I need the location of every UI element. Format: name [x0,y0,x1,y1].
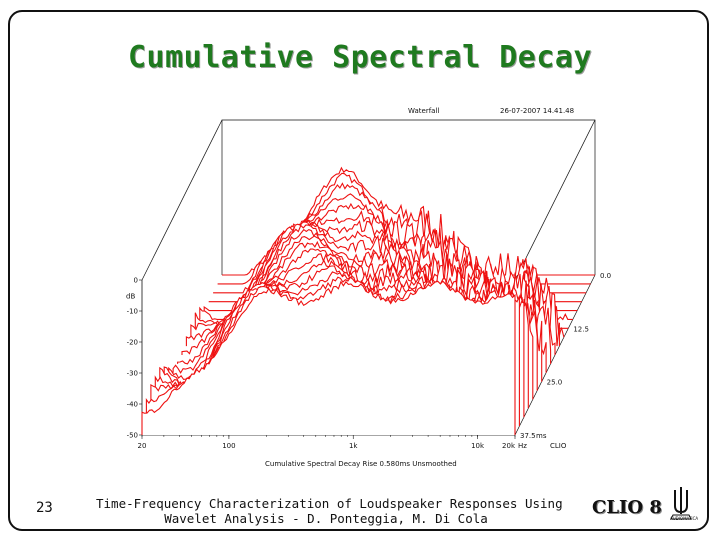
chart-labels: 0 -10 -20 -30 -40 -50 dB 20 100 1k 10k 20k Hz 0.0 12.5… [126,107,611,468]
decay-slice-fill [142,281,515,435]
page-number: 23 [36,500,53,516]
time-tick-label: 37.5 [520,432,536,440]
frequency-axis-unit: Hz [518,442,527,450]
footer-citation-line1: Time-Frequency Characterization of Louds… [96,496,563,511]
left-top-edge [141,119,223,281]
db-tick-label: -20 [127,339,138,347]
decay-slice-6 [163,253,538,391]
db-tick-label: -10 [127,308,138,316]
decay-slices [141,166,595,435]
time-tick-label: 12.5 [573,325,589,333]
decay-slice-1 [141,280,516,435]
time-tick-label: 0.0 [600,272,611,280]
tuning-fork-icon [670,487,692,520]
clio-logo: CLIO 8 AUDIOMATICA [592,484,702,524]
chart-header-left: Waterfall [408,107,439,115]
db-tick-label: -50 [127,432,138,440]
db-tick-label: 0 [134,277,138,285]
back-wall [221,119,596,275]
slide-title: Cumulative Spectral Decay [127,40,593,75]
time-axis-unit: ms [536,432,547,440]
db-axis-unit: dB [126,293,135,301]
footer-citation-line2: Wavelet Analysis - D. Ponteggia, M. Di C… [164,511,488,526]
audiomatica-brand: AUDIOMATICA [670,516,699,521]
frequency-tick-label: 1k [349,442,358,450]
db-tick-label: -30 [127,370,138,378]
db-tick-label: -40 [127,401,138,409]
frequency-tick-label: 100 [222,442,235,450]
decay-slice-15 [203,202,578,312]
frequency-tick-label: 20 [138,442,147,450]
decay-slice-7 [168,248,543,382]
chart-caption: Cumulative Spectral Decay Rise 0.580ms U… [265,460,457,468]
frequency-tick-label: 20k [502,442,516,450]
waterfall-plot: 0 -10 -20 -30 -40 -50 dB 20 100 1k 10k 20k Hz 0.0 12.5… [126,107,611,468]
time-tick-label: 25.0 [547,379,563,387]
waterfall-chart: 0 -10 -20 -30 -40 -50 dB 20 100 1k 10k 20k Hz 0.0 12.5… [100,95,630,470]
chart-header-right: 26-07-2007 14.41.48 [500,107,574,115]
frequency-tick-label: 10k [471,442,485,450]
clio-logo-text: CLIO 8 [592,497,662,518]
right-top-edge [514,119,596,281]
clio-brand-mark: CLIO [550,442,567,450]
